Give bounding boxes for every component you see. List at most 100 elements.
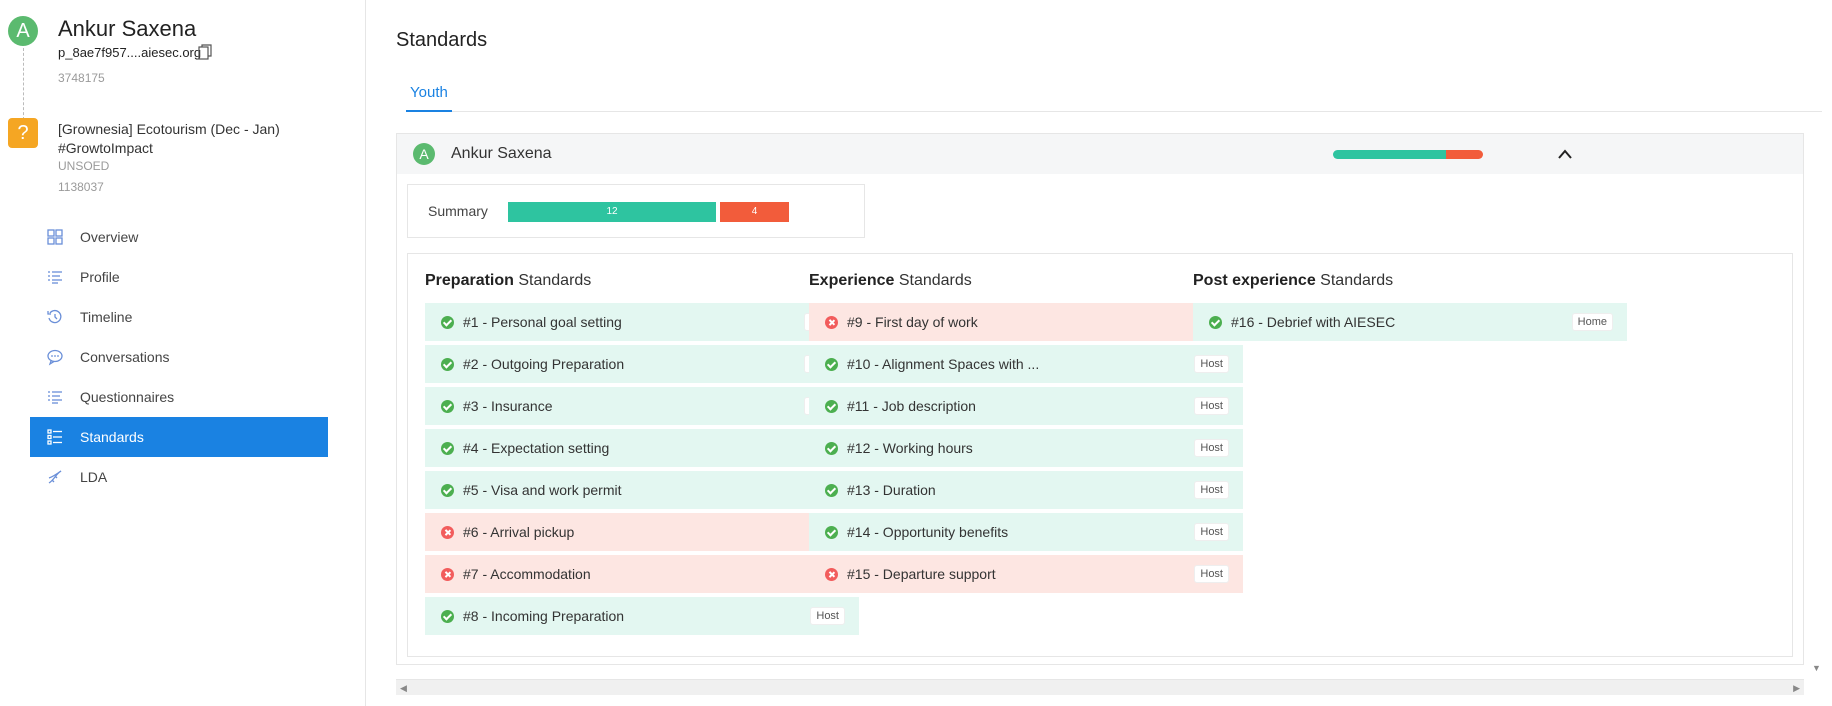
sidebar-item-profile[interactable]: Profile — [30, 257, 328, 297]
column-title-bold: Experience — [809, 272, 895, 289]
avatar: A — [413, 143, 435, 165]
standard-label: #12 - Working hours — [847, 440, 973, 456]
summary-met-bar: 12 — [508, 202, 716, 222]
panel-header[interactable]: A Ankur Saxena — [397, 134, 1803, 174]
check-circle-icon — [441, 441, 454, 455]
page-title: Standards — [396, 29, 488, 51]
sidebar-item-label: Questionnaires — [80, 389, 175, 405]
sidebar-item-label: LDA — [80, 469, 108, 485]
sidebar-nav: Overview Profile Timeline Conversations Ques… — [30, 217, 328, 497]
checklist-icon — [46, 428, 64, 446]
sidebar-item-label: Standards — [80, 429, 144, 445]
column-title-bold: Post experience — [1193, 272, 1316, 289]
panel-person-name: Ankur Saxena — [451, 145, 552, 162]
standard-tag: Host — [1194, 565, 1229, 583]
standard-label: #9 - First day of work — [847, 314, 978, 330]
chat-icon — [46, 348, 64, 366]
chevron-up-icon[interactable] — [1557, 148, 1573, 160]
sidebar-item-label: Conversations — [80, 349, 170, 365]
check-circle-icon — [441, 609, 454, 623]
standard-row[interactable]: #1 - Personal goal settingHome — [425, 303, 859, 341]
column-title-rest: Standards — [1315, 272, 1394, 289]
check-circle-icon — [825, 357, 838, 371]
standard-row[interactable]: #3 - InsuranceHome — [425, 387, 859, 425]
standard-label: #3 - Insurance — [463, 398, 553, 414]
sidebar-item-timeline[interactable]: Timeline — [30, 297, 328, 337]
standards-progress-bar — [1333, 150, 1483, 159]
standard-tag: Host — [810, 607, 845, 625]
check-circle-icon — [825, 483, 838, 497]
opportunity-id: 1138037 — [58, 180, 104, 194]
standard-tag: Host — [1194, 355, 1229, 373]
avatar: A — [8, 16, 38, 46]
tab-youth[interactable]: Youth — [406, 78, 452, 112]
standard-label: #11 - Job description — [847, 398, 976, 414]
column-title: Experience Standards — [809, 272, 1243, 294]
standard-tag: Host — [1194, 481, 1229, 499]
check-circle-icon — [441, 315, 454, 329]
summary-label: Summary — [428, 203, 488, 219]
standard-row[interactable]: #9 - First day of workHost — [809, 303, 1243, 341]
standards-column: Experience Standards #9 - First day of wo… — [809, 272, 1243, 597]
unmet-segment — [1445, 150, 1483, 159]
standard-row[interactable]: #11 - Job description Host — [809, 387, 1243, 425]
x-circle-icon — [441, 525, 454, 539]
standard-row[interactable]: #15 - Departure support Host — [809, 555, 1243, 593]
profile-name: Ankur Saxena — [58, 16, 197, 41]
standard-row[interactable]: #4 - Expectation settingHost — [425, 429, 859, 467]
standard-row[interactable]: #5 - Visa and work permitHost — [425, 471, 859, 509]
x-circle-icon — [441, 567, 454, 581]
column-title-rest: Standards — [894, 272, 972, 289]
standard-label: #4 - Expectation setting — [463, 440, 610, 456]
standard-tag: Host — [1194, 439, 1229, 457]
main-content: Standards Youth A Ankur Saxena Summary 1… — [366, 0, 1832, 706]
opportunity-title[interactable]: [Grownesia] Ecotourism (Dec - Jan) #Grow… — [58, 121, 280, 156]
copy-icon[interactable] — [198, 44, 212, 60]
standard-label: #10 - Alignment Spaces with ... — [847, 356, 1040, 372]
column-title-bold: Preparation — [425, 272, 514, 289]
standard-tag: Home — [1571, 313, 1613, 331]
sidebar-item-overview[interactable]: Overview — [30, 217, 328, 257]
tab-bar: Youth — [406, 78, 1822, 112]
standard-label: #6 - Arrival pickup — [463, 524, 575, 540]
standards-panel: A Ankur Saxena Summary 12 4 Preparation … — [396, 133, 1804, 665]
check-circle-icon — [825, 441, 838, 455]
standard-row[interactable]: #10 - Alignment Spaces with ... Host — [809, 345, 1243, 383]
standard-row[interactable]: #7 - AccommodationHost — [425, 555, 859, 593]
sidebar-item-questionnaires[interactable]: Questionnaires — [30, 377, 328, 417]
standard-label: #14 - Opportunity benefits — [847, 524, 1009, 540]
horizontal-scrollbar[interactable]: ◀ ▶ — [396, 679, 1804, 695]
standard-tag: Host — [1194, 523, 1229, 541]
standard-tag: Host — [1194, 397, 1229, 415]
standard-row[interactable]: #6 - Arrival pickupHost — [425, 513, 859, 551]
scroll-right-arrow[interactable]: ▶ — [1793, 683, 1800, 693]
check-circle-icon — [441, 357, 454, 371]
sidebar-item-conversations[interactable]: Conversations — [30, 337, 328, 377]
standard-row[interactable]: #13 - Duration Host — [809, 471, 1243, 509]
standard-label: #7 - Accommodation — [463, 566, 591, 582]
standard-row[interactable]: #8 - Incoming Preparation Host — [425, 597, 859, 635]
question-icon: ? — [8, 118, 38, 148]
scroll-left-arrow[interactable]: ◀ — [400, 683, 407, 693]
standard-row[interactable]: #16 - Debrief with AIESEC Home — [1193, 303, 1627, 341]
standard-row[interactable]: #12 - Working hours Host — [809, 429, 1243, 467]
standard-label: #15 - Departure support — [847, 566, 996, 582]
standard-label: #16 - Debrief with AIESEC — [1231, 314, 1396, 330]
standard-label: #1 - Personal goal setting — [463, 314, 622, 330]
met-segment — [1333, 150, 1446, 159]
sidebar-item-label: Timeline — [80, 309, 133, 325]
scroll-down-arrow[interactable]: ▼ — [1812, 663, 1821, 673]
sidebar-item-lda[interactable]: LDA — [30, 457, 328, 497]
standards-grid: Preparation Standards #1 - Personal goal … — [407, 253, 1793, 657]
column-title: Preparation Standards — [425, 272, 859, 294]
list-icon — [46, 268, 64, 286]
sidebar-item-label: Profile — [80, 269, 120, 285]
x-circle-icon — [825, 567, 838, 581]
standard-row[interactable]: #2 - Outgoing PreparationHome — [425, 345, 859, 383]
summary-unmet-bar: 4 — [720, 202, 789, 222]
standard-label: #13 - Duration — [847, 482, 936, 498]
check-circle-icon — [1209, 315, 1222, 329]
standard-row[interactable]: #14 - Opportunity benefits Host — [809, 513, 1243, 551]
check-circle-icon — [441, 483, 454, 497]
sidebar-item-standards[interactable]: Standards — [30, 417, 328, 457]
